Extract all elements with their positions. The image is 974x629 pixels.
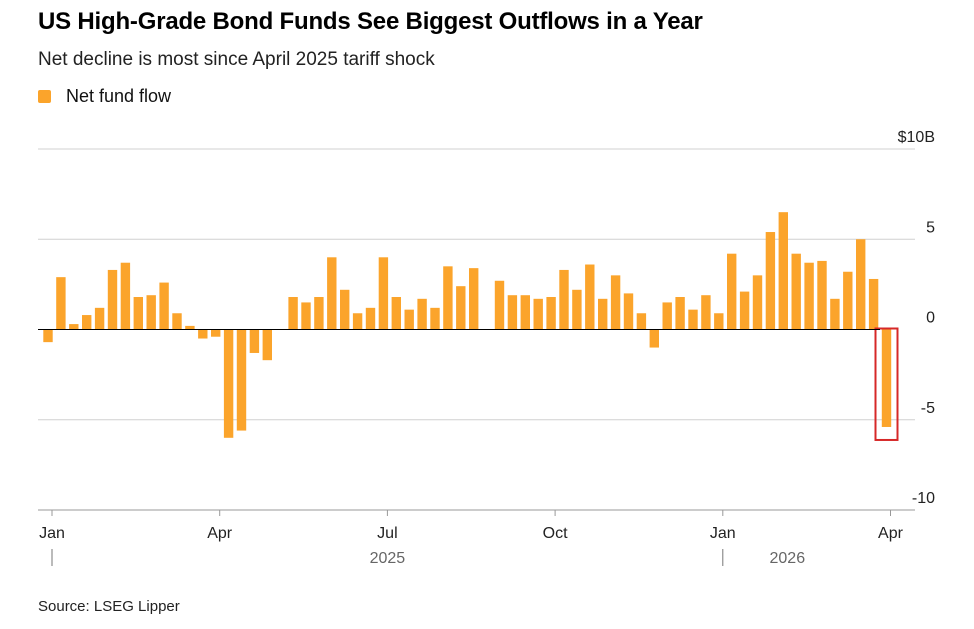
x-tick-label: Jan bbox=[39, 525, 65, 542]
bar bbox=[146, 295, 156, 330]
bar bbox=[314, 297, 324, 330]
bar bbox=[340, 289, 350, 330]
bar bbox=[765, 232, 776, 330]
bar bbox=[817, 260, 827, 330]
bar bbox=[598, 298, 608, 330]
legend: Net fund flow bbox=[38, 86, 171, 107]
y-tick-label: $10B bbox=[898, 129, 935, 146]
axes: $10B 5 0 -5 -10 Jan Apr Jul Oct Jan Apr 2025 2026 bbox=[38, 129, 935, 567]
bar bbox=[211, 329, 221, 337]
source-note: Source: LSEG Lipper bbox=[38, 598, 180, 615]
bar bbox=[714, 313, 724, 330]
bar bbox=[623, 293, 634, 330]
bar bbox=[249, 329, 260, 353]
bar bbox=[881, 329, 892, 427]
bar bbox=[559, 269, 569, 330]
year-label: 2025 bbox=[370, 550, 406, 567]
bar bbox=[688, 309, 698, 330]
bar bbox=[365, 307, 376, 330]
bar bbox=[288, 297, 298, 330]
bar bbox=[830, 298, 840, 330]
bar bbox=[430, 307, 440, 330]
y-tick-label: -5 bbox=[921, 400, 935, 417]
bar bbox=[752, 275, 763, 330]
bar bbox=[469, 268, 479, 330]
bar bbox=[56, 277, 66, 330]
bar bbox=[856, 239, 866, 330]
bar bbox=[804, 262, 814, 330]
x-tick-label: Apr bbox=[207, 525, 233, 542]
legend-swatch bbox=[38, 90, 51, 103]
x-tick-label: Apr bbox=[878, 525, 904, 542]
y-tick-label: 0 bbox=[926, 310, 935, 327]
bar bbox=[185, 325, 195, 330]
highlight-box bbox=[874, 327, 899, 441]
bar bbox=[662, 302, 672, 330]
bar bbox=[572, 289, 582, 330]
bar bbox=[301, 302, 311, 330]
bar bbox=[107, 269, 118, 330]
bar bbox=[868, 278, 879, 330]
bar bbox=[727, 253, 737, 330]
bar bbox=[610, 275, 621, 330]
bar bbox=[327, 257, 337, 330]
y-tick-label: -10 bbox=[912, 490, 935, 507]
bar bbox=[82, 315, 92, 330]
bar bbox=[404, 309, 414, 330]
bar bbox=[778, 212, 788, 330]
bar bbox=[352, 313, 363, 330]
bar bbox=[198, 329, 208, 339]
bar bbox=[69, 324, 79, 330]
bar bbox=[120, 262, 131, 330]
bar bbox=[43, 329, 53, 343]
bar bbox=[791, 253, 801, 330]
bar bbox=[378, 257, 389, 330]
bar bbox=[520, 295, 530, 330]
bar bbox=[391, 297, 401, 330]
bar bbox=[456, 286, 466, 330]
bar bbox=[585, 264, 595, 330]
y-tick-label: 5 bbox=[926, 219, 935, 236]
bar bbox=[223, 329, 234, 438]
legend-label: Net fund flow bbox=[66, 86, 172, 106]
chart-subtitle: Net decline is most since April 2025 tar… bbox=[38, 49, 435, 70]
bar bbox=[262, 329, 272, 361]
bar bbox=[675, 297, 685, 330]
bar bbox=[159, 282, 169, 330]
bar bbox=[443, 266, 453, 330]
bars bbox=[43, 212, 892, 438]
bar bbox=[546, 297, 556, 330]
x-tick-label: Jan bbox=[710, 525, 736, 542]
x-tick-label: Oct bbox=[543, 525, 568, 542]
bar bbox=[133, 297, 143, 330]
bar bbox=[739, 291, 750, 330]
bar bbox=[649, 329, 659, 348]
bar bbox=[172, 313, 182, 330]
bar bbox=[843, 271, 853, 330]
bar bbox=[94, 307, 105, 330]
bar bbox=[701, 295, 711, 330]
bar bbox=[533, 298, 543, 330]
bar bbox=[236, 329, 247, 431]
chart-title: US High-Grade Bond Funds See Biggest Out… bbox=[38, 8, 703, 35]
bar bbox=[417, 298, 427, 330]
bar bbox=[636, 313, 647, 330]
year-label: 2026 bbox=[770, 550, 806, 567]
bar bbox=[507, 295, 518, 330]
x-tick-label: Jul bbox=[377, 525, 397, 542]
bar bbox=[494, 280, 505, 330]
